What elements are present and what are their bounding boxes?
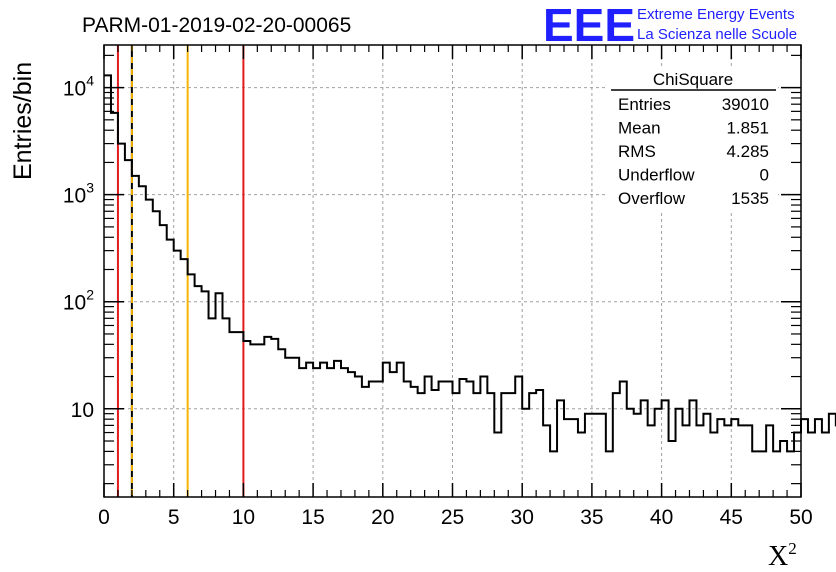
stats-label: Entries [618, 95, 671, 114]
y-tick-label: 103 [63, 180, 94, 208]
stats-value: 1535 [731, 189, 769, 208]
stats-label: Mean [618, 119, 661, 138]
stats-value: 0 [760, 166, 769, 185]
x-tick-label: 25 [441, 506, 464, 529]
x-tick-label: 45 [720, 506, 743, 529]
y-tick-label: 10 [71, 399, 94, 422]
stats-label: Underflow [618, 166, 695, 185]
x-tick-label: 20 [371, 506, 394, 529]
stats-label: RMS [618, 142, 656, 161]
x-axis-title: X2 [768, 539, 797, 572]
stats-value: 39010 [722, 95, 769, 114]
x-tick-label: 40 [650, 506, 673, 529]
x-tick-label: 15 [301, 506, 324, 529]
logo-line-2: La Scienza nelle Scuole [637, 26, 797, 43]
vertical-lines-layer [116, 45, 245, 497]
x-tick-label: 5 [168, 506, 180, 529]
stats-value: 4.285 [726, 142, 769, 161]
grid-layer [104, 45, 801, 497]
stats-box-title: ChiSquare [653, 70, 733, 89]
y-tick-label: 102 [63, 287, 94, 315]
x-axis-title-exponent: 2 [788, 539, 797, 558]
logo-line-1: Extreme Energy Events [637, 6, 795, 23]
x-axis-title-symbol: X [768, 541, 788, 572]
x-tick-label: 0 [98, 506, 110, 529]
stats-label: Overflow [618, 189, 686, 208]
logo-eee-text: EEE [543, 0, 635, 51]
stats-value: 1.851 [726, 119, 769, 138]
y-axis-title: Entries/bin [9, 62, 37, 180]
stats-box: ChiSquare Entries 39010 Mean 1.851 RMS 4.285 U… [608, 66, 778, 210]
eee-logo: EEE Extreme Energy Events La Scienza nel… [543, 0, 797, 51]
x-tick-label: 35 [580, 506, 603, 529]
x-tick-label: 30 [511, 506, 534, 529]
stats-rows: Entries 39010 Mean 1.851 RMS 4.285 Underflow 0 O… [618, 95, 769, 208]
y-tick-label: 104 [63, 73, 94, 101]
chart-title: PARM-01-2019-02-20-00065 [82, 14, 351, 37]
axis-ticks-layer: 0 5 10 15 20 25 30 35 40 45 50 10 102 103 104 [63, 45, 813, 529]
x-tick-label: 10 [232, 506, 255, 529]
x-tick-label: 50 [789, 506, 812, 529]
